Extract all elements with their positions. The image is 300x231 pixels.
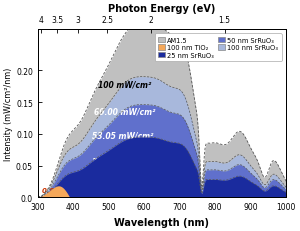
X-axis label: Wavelength (nm): Wavelength (nm) — [115, 217, 209, 227]
Text: 0.91 mW/cm²: 0.91 mW/cm² — [42, 186, 94, 193]
Text: 69.00 mW/cm²: 69.00 mW/cm² — [94, 107, 155, 116]
Y-axis label: Intensity (mW/cm²/nm): Intensity (mW/cm²/nm) — [4, 67, 13, 160]
Text: 34.56 mW/cm²: 34.56 mW/cm² — [92, 156, 154, 165]
Legend: AM1.5, 100 nm TiO₂, 25 nm SrRuO₃, 50 nm SrRuO₃, 100 nm SrRuO₃: AM1.5, 100 nm TiO₂, 25 nm SrRuO₃, 50 nm … — [154, 34, 282, 62]
Text: 100 mW/cm²: 100 mW/cm² — [98, 81, 152, 90]
X-axis label: Photon Energy (eV): Photon Energy (eV) — [108, 4, 216, 14]
Text: 53.05 mW/cm²: 53.05 mW/cm² — [92, 131, 154, 140]
